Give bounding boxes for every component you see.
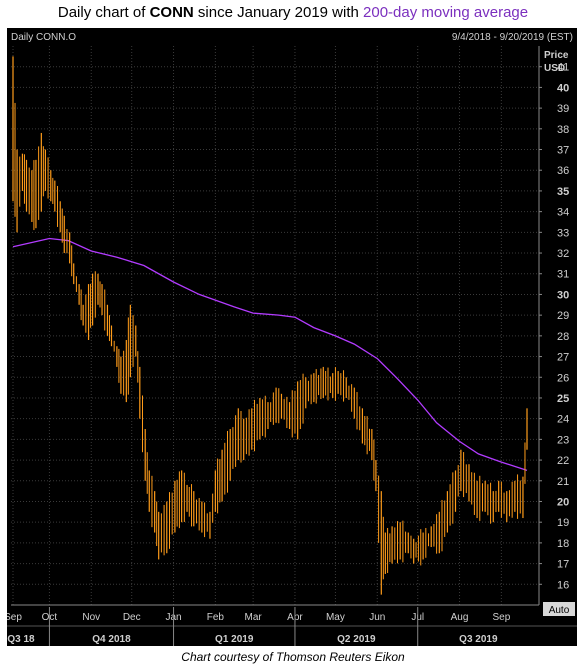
title-ticker: CONN xyxy=(149,4,194,21)
price-tick-label: 19 xyxy=(557,517,569,529)
moving-average-layer xyxy=(12,237,528,472)
price-tick-label: 18 xyxy=(557,538,569,550)
price-chart: 16 17 18 19 20 21 22 23 24 25 26 27 28 29 30 31 32 33 34 35… xyxy=(4,32,577,646)
price-tick-label: 41 xyxy=(557,62,569,74)
price-tick-label: 29 xyxy=(557,310,569,322)
price-bar-layer xyxy=(12,56,528,595)
moving-average-line xyxy=(12,237,528,472)
quarter-tick-label: Q3 18 xyxy=(7,634,35,645)
title-moving-average: 200-day moving average xyxy=(363,4,529,21)
price-tick-label: 37 xyxy=(557,145,569,157)
quarter-tick-label: Q1 2019 xyxy=(215,634,254,645)
price-tick-label: 30 xyxy=(557,289,569,301)
title-prefix: Daily chart of xyxy=(57,4,150,21)
price-tick-label: 33 xyxy=(557,227,569,239)
chart-title: Daily chart of CONN since January 2019 w… xyxy=(0,4,586,28)
month-tick-label: Jun xyxy=(369,612,385,623)
month-tick-label: Aug xyxy=(451,612,469,623)
plot-frame xyxy=(7,46,577,627)
price-tick-label: 40 xyxy=(557,82,569,94)
month-tick-label: Sep xyxy=(7,612,22,623)
month-tick-label: Feb xyxy=(207,612,225,623)
price-tick-label: 20 xyxy=(557,496,569,508)
price-tick-label: 22 xyxy=(557,455,569,467)
date-range-label: 9/4/2018 - 9/20/2019 (EST) xyxy=(452,32,573,43)
chart-panel: 16 17 18 19 20 21 22 23 24 25 26 27 28 29 30 31 32 33 34 35… xyxy=(4,28,577,646)
price-tick-label: 31 xyxy=(557,269,569,281)
quarter-tick-label: Q4 2018 xyxy=(92,634,131,645)
price-tick-label: 26 xyxy=(557,372,569,384)
price-tick-label: 24 xyxy=(557,414,569,426)
price-axis-title: Price xyxy=(544,50,569,61)
price-tick-label: 32 xyxy=(557,248,569,260)
auto-scale-button[interactable]: Auto xyxy=(543,602,575,616)
instrument-label: Daily CONN.O xyxy=(11,32,76,43)
month-tick-label: Nov xyxy=(82,612,100,623)
auto-scale-button-label[interactable]: Auto xyxy=(549,605,570,616)
price-tick-label: 36 xyxy=(557,165,569,177)
price-tick-label: 17 xyxy=(557,559,569,571)
price-tick-label: 21 xyxy=(557,476,569,488)
chart-caption: Chart courtesy of Thomson Reuters Eikon xyxy=(181,650,405,664)
title-middle: since January 2019 with xyxy=(193,4,364,21)
quarter-tick-label: Q2 2019 xyxy=(337,634,376,645)
month-tick-label: May xyxy=(326,612,345,623)
price-tick-label: 27 xyxy=(557,352,569,364)
price-tick-label: 34 xyxy=(557,207,569,219)
price-tick-label: 39 xyxy=(557,103,569,115)
auto-scale-button-bg[interactable] xyxy=(543,602,575,616)
axis-layer: 16 17 18 19 20 21 22 23 24 25 26 27 28 29 30 31 32 33 34 35… xyxy=(4,62,569,646)
quarter-tick-label: Q3 2019 xyxy=(459,634,498,645)
price-tick-label: 16 xyxy=(557,579,569,591)
price-tick-label: 23 xyxy=(557,434,569,446)
price-tick-label: 28 xyxy=(557,331,569,343)
month-tick-label: Dec xyxy=(123,612,141,623)
month-tick-label: Sep xyxy=(492,612,510,623)
price-tick-label: 25 xyxy=(557,393,569,405)
month-tick-label: Mar xyxy=(245,612,263,623)
price-tick-label: 35 xyxy=(557,186,569,198)
currency-label: USD xyxy=(544,63,565,74)
price-tick-label: 38 xyxy=(557,124,569,136)
